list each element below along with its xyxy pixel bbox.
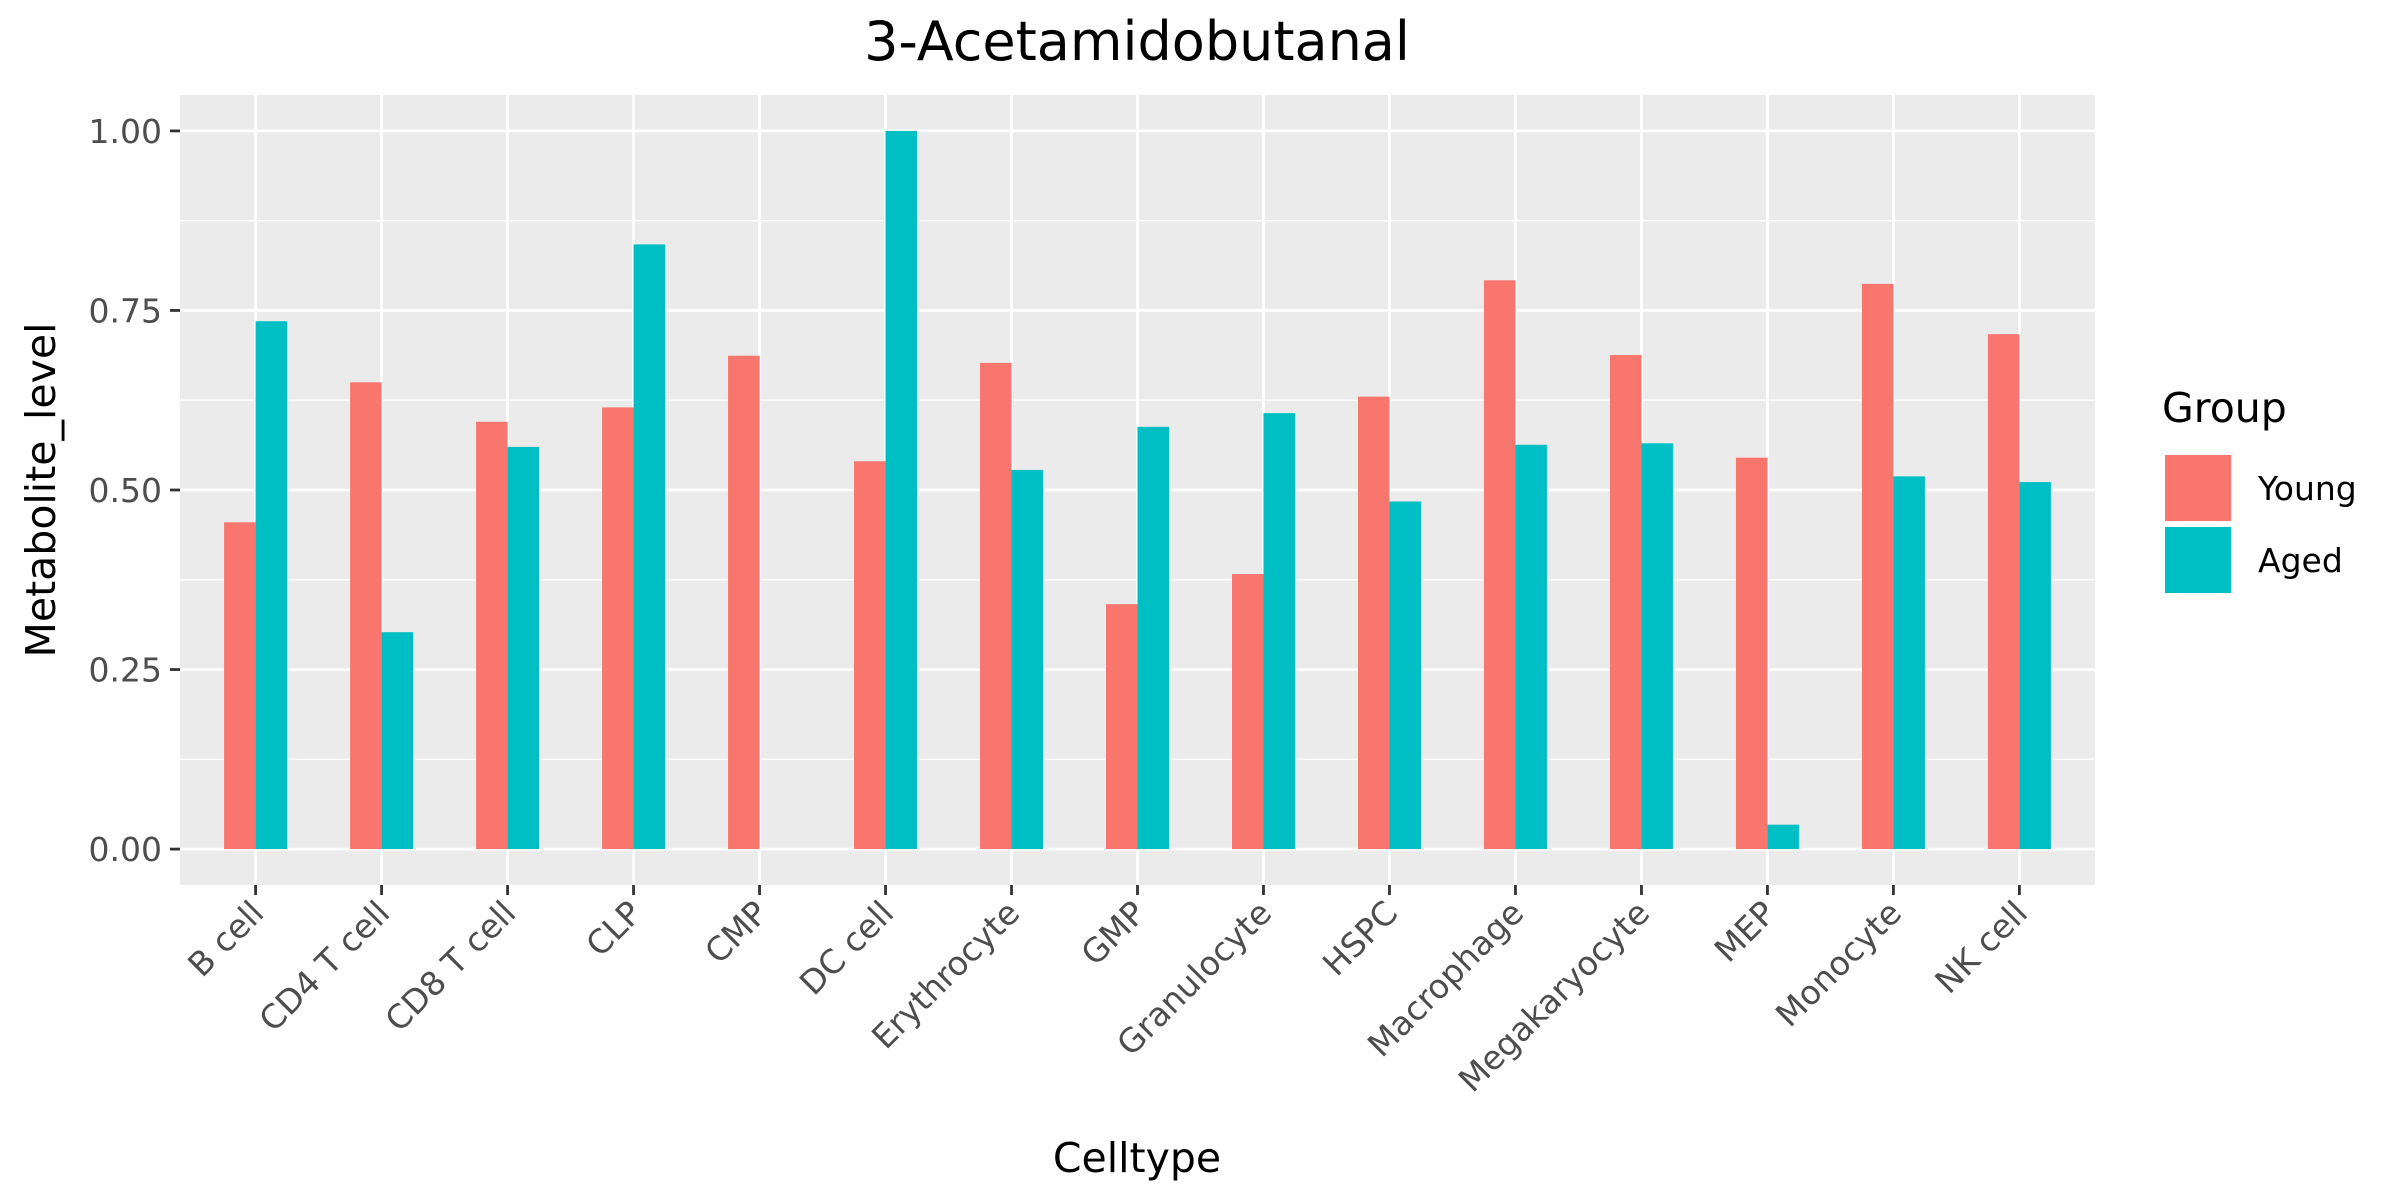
legend-title: Group bbox=[2162, 384, 2287, 432]
bars bbox=[224, 130, 2051, 850]
bar-young bbox=[1231, 574, 1264, 850]
bar-young bbox=[728, 355, 760, 850]
bar-aged bbox=[2019, 482, 2051, 850]
y-axis: 0.00 0.25 0.50 0.75 1.00 bbox=[89, 112, 180, 869]
legend-key-aged bbox=[2165, 527, 2231, 593]
bar-aged bbox=[633, 244, 666, 850]
bar-aged bbox=[1389, 501, 1421, 850]
bar-aged bbox=[381, 632, 414, 850]
bar-young bbox=[1357, 396, 1390, 850]
bar-young bbox=[602, 407, 634, 850]
bar-young bbox=[1987, 334, 2020, 850]
y-tick-label: 0.50 bbox=[89, 471, 162, 510]
bar-young bbox=[224, 522, 256, 850]
legend-key-young bbox=[2165, 455, 2231, 521]
bar-aged bbox=[1137, 426, 1169, 850]
bar-young bbox=[980, 362, 1012, 850]
bar-aged bbox=[255, 321, 288, 850]
bar-young bbox=[1861, 283, 1894, 850]
bar-aged bbox=[1011, 469, 1044, 850]
bar-aged bbox=[1515, 444, 1547, 850]
legend-label-aged: Aged bbox=[2258, 541, 2343, 580]
y-tick-label: 1.00 bbox=[89, 112, 162, 151]
y-tick-label: 0.00 bbox=[89, 830, 162, 869]
bar-aged bbox=[885, 130, 918, 850]
y-tick-label: 0.25 bbox=[89, 651, 162, 690]
bar-young bbox=[854, 461, 886, 850]
legend-label-young: Young bbox=[2257, 469, 2357, 508]
bar-young bbox=[1106, 604, 1138, 850]
bar-young bbox=[1735, 457, 1768, 850]
chart-title: 3-Acetamidobutanal bbox=[864, 10, 1410, 73]
bar-aged bbox=[1263, 413, 1295, 850]
bar-young bbox=[476, 421, 508, 850]
bar-young bbox=[350, 382, 382, 850]
bar-aged bbox=[1767, 824, 1799, 850]
y-axis-title: Metabolite_level bbox=[17, 323, 65, 658]
bar-young bbox=[1609, 354, 1642, 850]
bar-young bbox=[1483, 280, 1516, 850]
y-tick-label: 0.75 bbox=[89, 291, 162, 330]
legend: Group Young Aged bbox=[2162, 384, 2357, 593]
bar-aged bbox=[1641, 443, 1673, 850]
x-axis-title: Celltype bbox=[1053, 1134, 1221, 1182]
bar-aged bbox=[507, 446, 540, 850]
bar-aged bbox=[1893, 476, 1925, 850]
